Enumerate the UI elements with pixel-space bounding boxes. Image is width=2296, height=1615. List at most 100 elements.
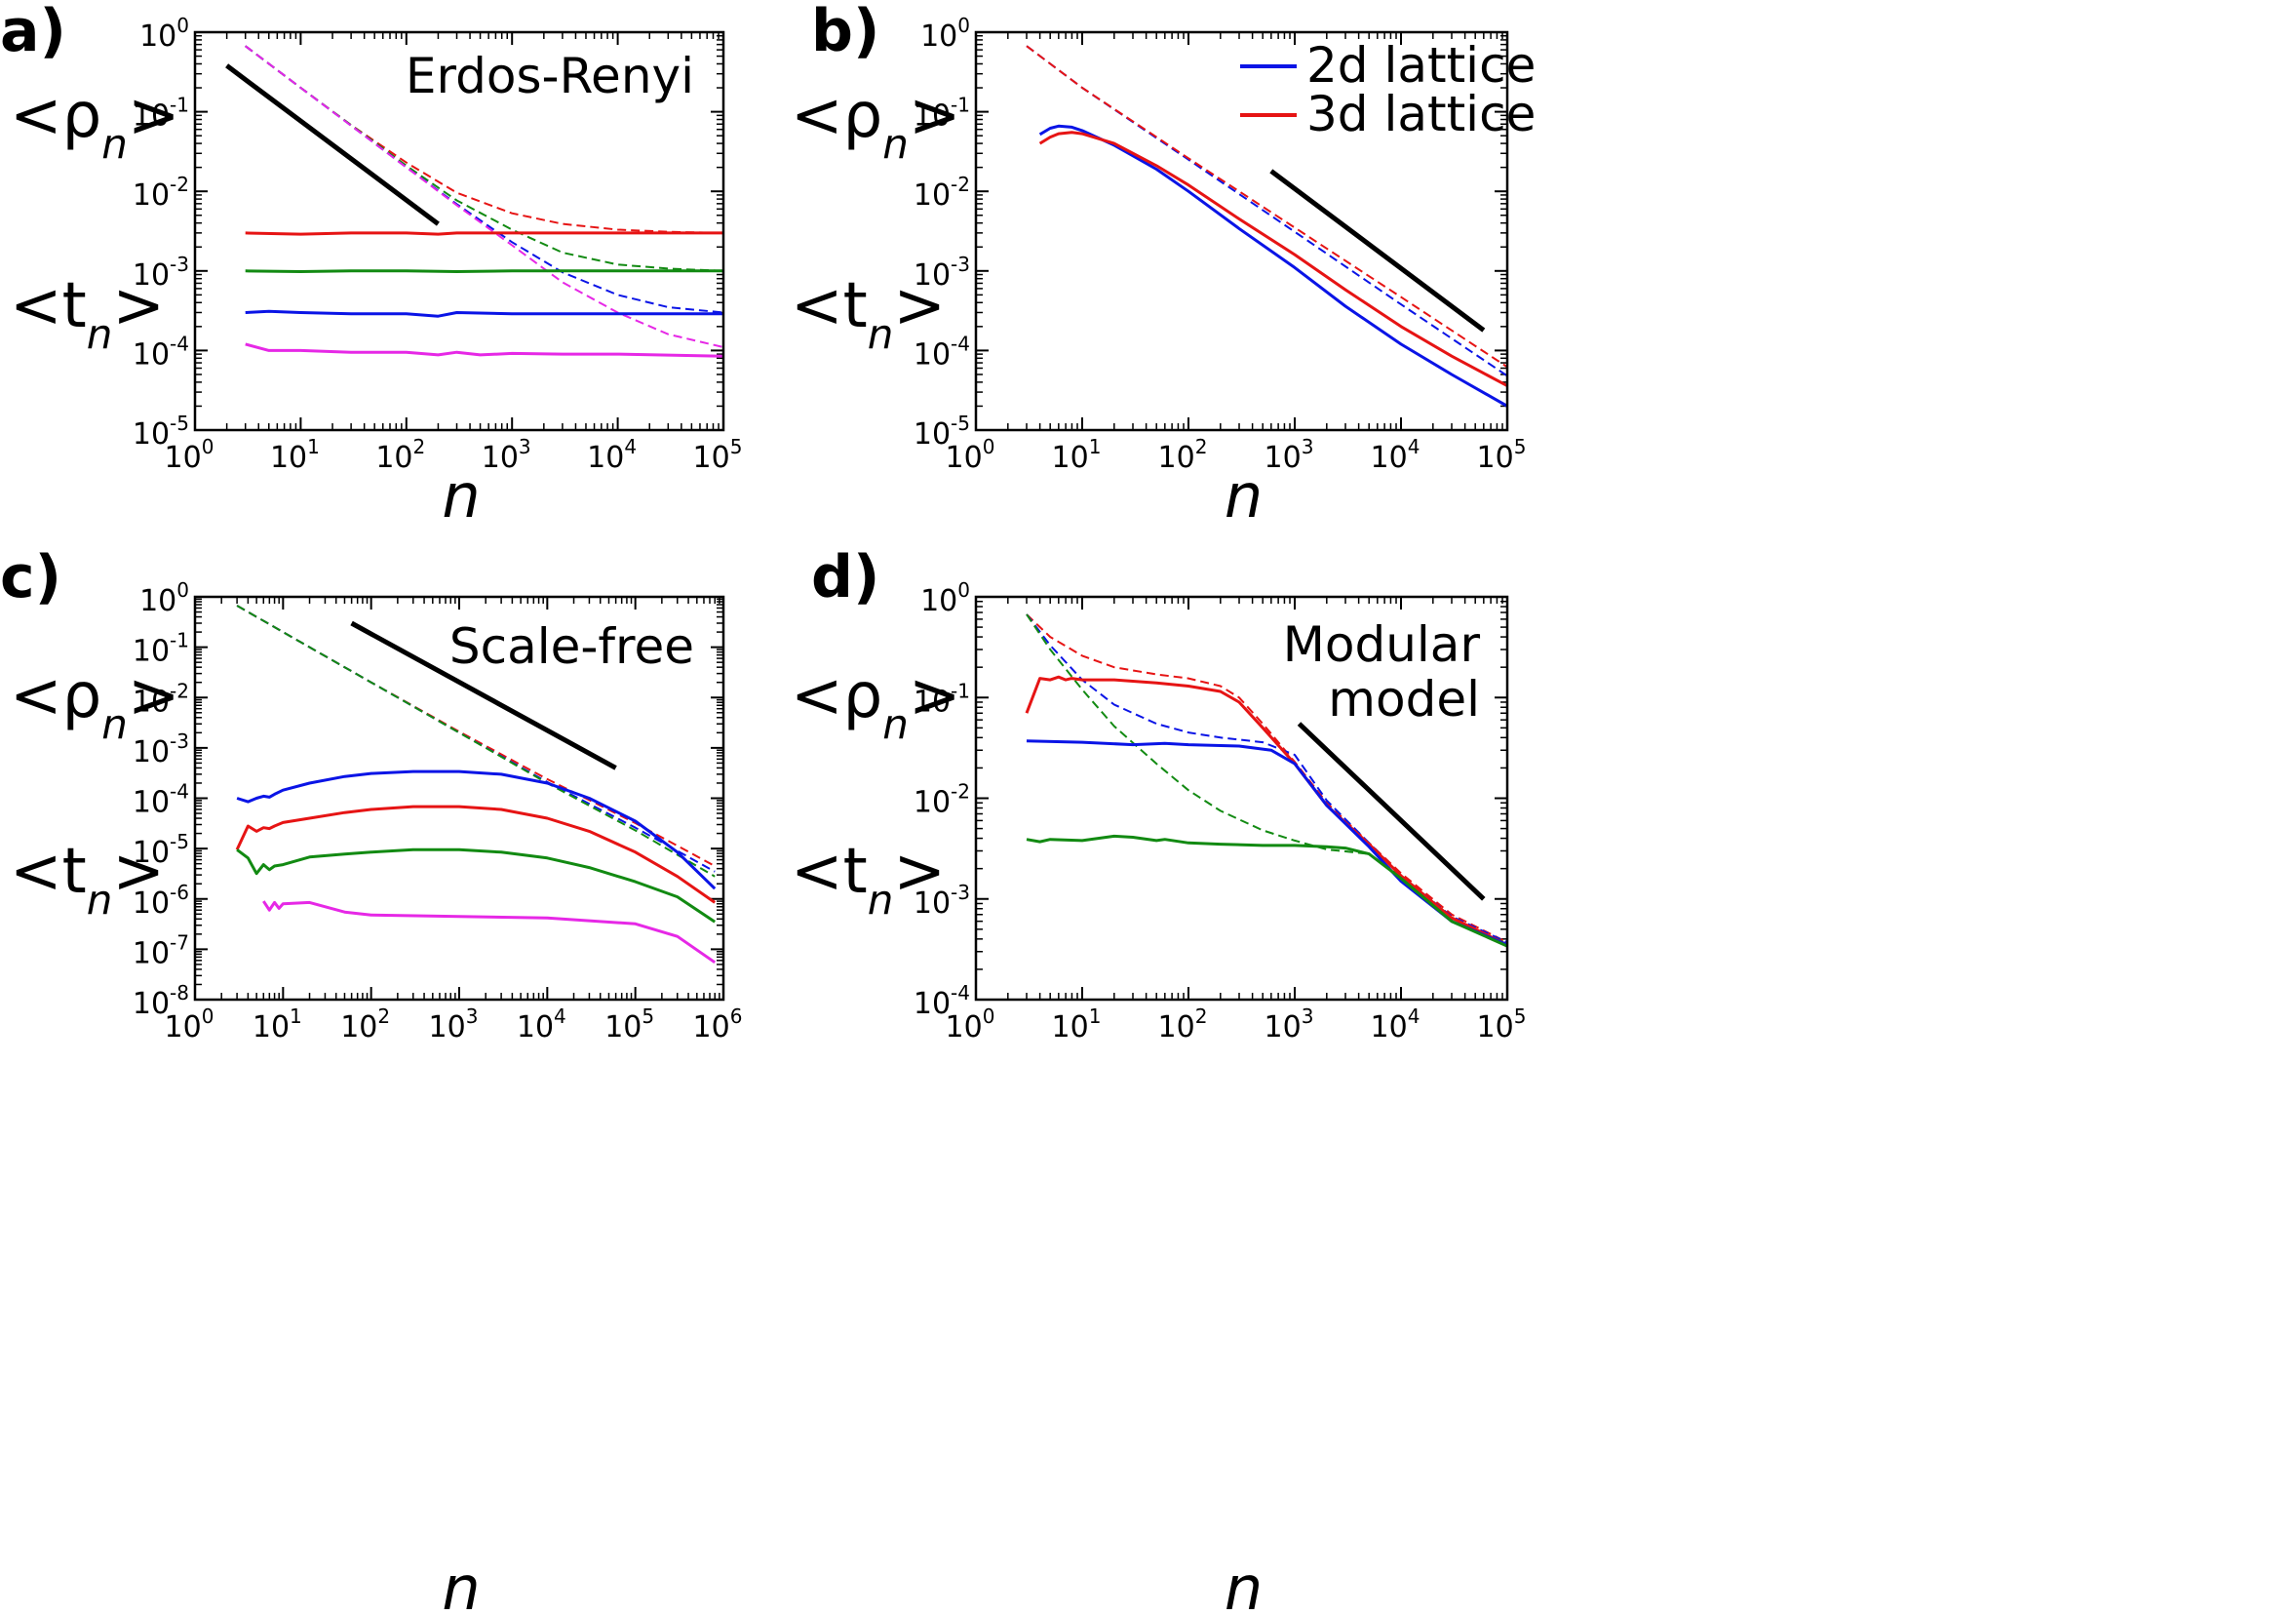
y-label-t: <tn> [791, 270, 946, 358]
y-tick-label: 10-4 [133, 332, 189, 372]
ylabel-close: > [128, 660, 180, 732]
x-tick-label: 102 [1158, 1004, 1208, 1044]
x-tick-label: 105 [1477, 1004, 1527, 1044]
tick-exponent: 1 [1089, 435, 1102, 458]
tick-base: 10 [165, 1010, 202, 1044]
ylabel-main: <ρ [10, 660, 101, 732]
series-magenta-dashed [245, 45, 723, 348]
ylabel-sub: n [882, 700, 909, 748]
y-tick-label: 10-6 [133, 881, 189, 921]
tick-exponent: 5 [1514, 1004, 1527, 1028]
tick-base: 10 [133, 735, 170, 769]
x-tick-label: 100 [165, 1004, 214, 1044]
tick-base: 10 [1371, 1010, 1408, 1044]
y-tick-label: 10-4 [133, 780, 189, 820]
ylabel-close: > [909, 660, 961, 732]
panel-label: d) [811, 543, 879, 611]
tick-exponent: 5 [1514, 435, 1527, 458]
tick-exponent: 2 [1195, 435, 1208, 458]
title-line: Modular [1283, 616, 1481, 673]
x-tick-label: 105 [1477, 435, 1527, 475]
tick-base: 10 [133, 936, 170, 970]
x-axis-label: n [1225, 460, 1263, 532]
tick-base: 10 [914, 417, 951, 452]
tick-base: 10 [375, 441, 412, 475]
tick-exponent: 2 [413, 435, 426, 458]
tick-exponent: 6 [730, 1004, 743, 1028]
tick-base: 10 [693, 1010, 730, 1044]
y-label-rho: <ρn> [791, 660, 961, 748]
tick-base: 10 [133, 786, 170, 820]
series-green-solid [1026, 834, 1507, 948]
tick-exponent: -3 [170, 729, 189, 753]
x-tick-label: 101 [270, 435, 320, 475]
panel-label: a) [0, 0, 66, 65]
tick-exponent: 0 [202, 1004, 214, 1028]
ylabel-sub: n [101, 700, 128, 748]
y-tick-label: 10-4 [914, 981, 970, 1021]
tick-base: 10 [1158, 441, 1195, 475]
x-tick-label: 103 [429, 1004, 479, 1044]
ylabel-close: > [893, 836, 946, 908]
series-red-dashed [236, 605, 716, 867]
x-tick-label: 106 [693, 1004, 743, 1044]
y-tick-label: 10-2 [133, 173, 189, 213]
x-tick-label: 103 [1265, 435, 1314, 475]
ylabel-main: <t [791, 836, 868, 908]
ylabel-close: > [893, 270, 946, 342]
tick-base: 10 [133, 258, 170, 293]
ylabel-sub: n [868, 310, 894, 358]
series-red-solid [245, 231, 723, 236]
tick-base: 10 [482, 441, 519, 475]
tick-exponent: 3 [1302, 435, 1314, 458]
tick-exponent: -3 [170, 253, 189, 276]
tick-base: 10 [946, 441, 983, 475]
tick-base: 10 [914, 987, 951, 1021]
y-tick-label: 10-8 [133, 981, 189, 1021]
series-blue-solid [1026, 739, 1507, 947]
tick-base: 10 [946, 1010, 983, 1044]
plot-area [225, 45, 723, 358]
tick-exponent: 0 [957, 14, 970, 37]
x-tick-label: 102 [1158, 435, 1208, 475]
ylabel-sub: n [868, 876, 894, 924]
tick-base: 10 [133, 886, 170, 921]
x-axis-label: n [442, 460, 480, 532]
tick-base: 10 [914, 178, 951, 213]
y-label-t: <tn> [791, 836, 946, 924]
plot-area [1025, 613, 1507, 948]
tick-base: 10 [1371, 441, 1408, 475]
tick-base: 10 [914, 886, 951, 921]
x-tick-label: 102 [340, 1004, 390, 1044]
y-tick-label: 100 [920, 578, 970, 618]
legend-label: 2d lattice [1306, 37, 1536, 94]
x-tick-label: 101 [253, 1004, 302, 1044]
series-green-solid [236, 847, 717, 924]
tick-exponent: 1 [1089, 1004, 1102, 1028]
tick-exponent: 4 [554, 1004, 566, 1028]
tick-base: 10 [914, 99, 951, 134]
tick-exponent: -1 [170, 94, 189, 117]
chart-title: Scale-free [449, 618, 694, 675]
ylabel-main: <t [10, 270, 87, 342]
y-tick-label: 10-3 [914, 253, 970, 293]
panel-d: d)100 101 102 103 104 10510010-110-210-310-4M… [791, 543, 1526, 1615]
tick-exponent: -4 [951, 332, 970, 355]
y-tick-label: 10-2 [914, 173, 970, 213]
plot-frame [193, 30, 725, 432]
panel-label: c) [0, 543, 61, 611]
tick-base: 10 [340, 1010, 377, 1044]
tick-base: 10 [270, 441, 307, 475]
x-tick-label: 104 [587, 435, 637, 475]
ylabel-close: > [909, 80, 961, 152]
tick-base: 10 [133, 685, 170, 719]
tick-base: 10 [914, 337, 951, 372]
panel-b: b)100 101 102 103 104 10510010-110-210-310-41… [791, 0, 1536, 532]
x-tick-label: 104 [1371, 435, 1420, 475]
tick-exponent: 4 [1408, 435, 1420, 458]
y-tick-label: 10-7 [133, 930, 189, 970]
ylabel-sub: n [101, 120, 128, 168]
series-green-solid [245, 269, 723, 273]
tick-exponent: -2 [951, 173, 970, 196]
tick-exponent: 5 [642, 1004, 654, 1028]
